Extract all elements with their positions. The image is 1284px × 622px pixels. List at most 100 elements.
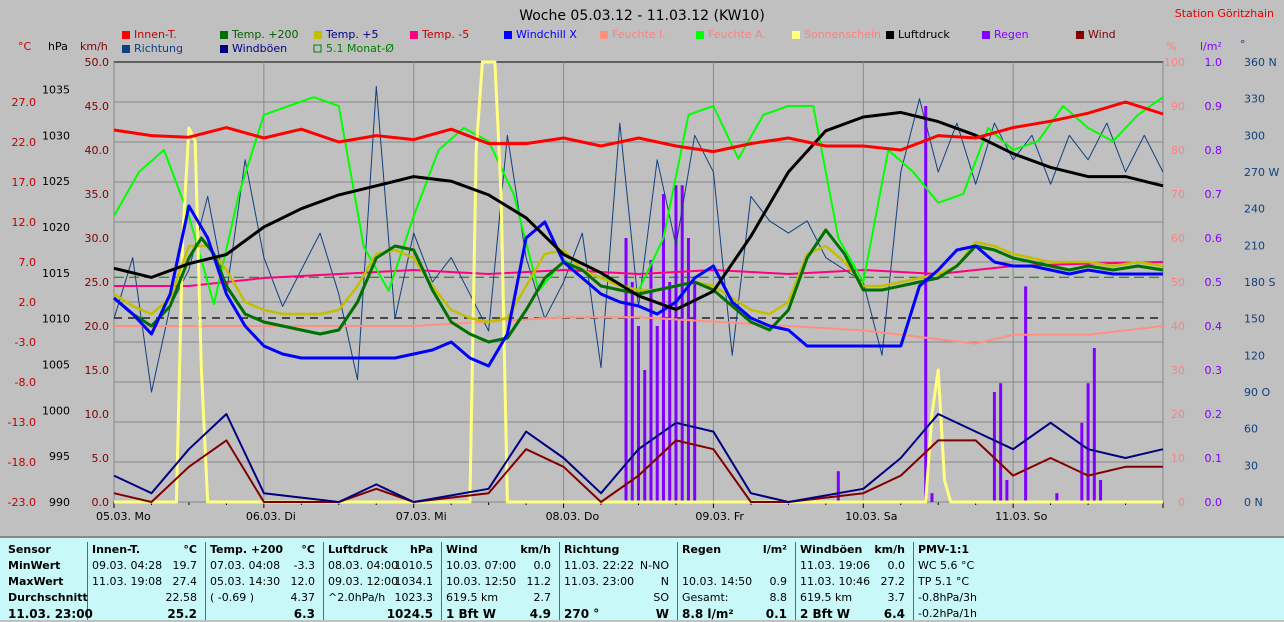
rain-tick-label: 0.3 <box>1205 364 1223 377</box>
rain-tick-label: 0.8 <box>1205 144 1223 157</box>
humidity-tick-label: 80 <box>1171 144 1185 157</box>
humidity-tick-label: 40 <box>1171 320 1185 333</box>
legend-label: Temp. -5 <box>421 28 469 41</box>
regen-column: Regen l/m² 10.03. 14:50 0.9 Gesamt: 8.8 8.8… <box>678 542 796 621</box>
rain-bar <box>674 185 678 502</box>
wind-tick-label: 45.0 <box>85 100 110 113</box>
temperature-tick-label: -8.0 <box>15 376 36 389</box>
legend-swatch <box>220 31 228 39</box>
legend-swatch <box>600 31 608 39</box>
series-line <box>113 439 1163 503</box>
innen-avg-value: 22.58 <box>165 591 198 604</box>
direction-tick-label: 360 N <box>1244 56 1277 69</box>
pressure-tick-label: 1005 <box>42 359 70 372</box>
richtung-min-time: 11.03. 22:22 <box>564 559 635 572</box>
luftdruck-header: Luftdruck <box>328 543 388 556</box>
wind-min-time: 10.03. 07:00 <box>446 559 517 572</box>
legend-label: 5.1 Monat-Ø <box>326 42 394 55</box>
temperature-tick-label: 2.0 <box>19 296 37 309</box>
series-line <box>113 204 1163 368</box>
wind-unit: km/h <box>520 543 551 556</box>
luftdruck-avg-note: ^2.0hPa/h <box>328 591 386 604</box>
humidity-tick-label: 20 <box>1171 408 1185 421</box>
temp200-max-time: 05.03. 14:30 <box>210 575 281 588</box>
pmv-trend-3h: -0.8hPa/3h <box>918 591 977 604</box>
legend-swatch <box>696 31 704 39</box>
legend-swatch <box>122 31 130 39</box>
direction-tick-label: 30 <box>1244 459 1258 472</box>
rain-tick-label: 0.2 <box>1205 408 1223 421</box>
series-line <box>113 110 1164 311</box>
rain-tick-label: 0.4 <box>1205 320 1223 333</box>
rain-bar <box>624 238 628 502</box>
axis-header-rain: l/m² <box>1200 40 1222 53</box>
weather-chart: Woche 05.03.12 - 11.03.12 (KW10) Station… <box>7 7 1280 523</box>
richtung-cur-value: W <box>655 607 669 621</box>
wind-header: Wind <box>446 543 478 556</box>
sensor-row-min: MinWert <box>8 559 61 572</box>
temperature-tick-label: -13.0 <box>8 416 36 429</box>
rain-bar <box>1055 493 1059 502</box>
direction-tick-label: 300 <box>1244 129 1265 142</box>
temperature-tick-label: -23.0 <box>8 496 36 509</box>
luftdruck-min-value: 1010.5 <box>394 559 434 572</box>
wind-tick-label: 20.0 <box>85 320 110 333</box>
temp200-min-value: -3.3 <box>293 559 315 572</box>
x-tick-label: 07.03. Mi <box>396 510 447 523</box>
rain-bar <box>1092 348 1096 502</box>
legend-label: Richtung <box>134 42 183 55</box>
innen-column: Innen-T. °C 09.03. 04:28 19.7 11.03. 19:08… <box>88 542 206 621</box>
direction-tick-label: 240 <box>1244 203 1265 216</box>
humidity-tick-label: 50 <box>1171 276 1185 289</box>
pressure-tick-label: 1000 <box>42 404 70 417</box>
humidity-tick-label: 0 <box>1178 496 1185 509</box>
temperature-tick-label: -18.0 <box>8 456 36 469</box>
innen-unit: °C <box>183 543 197 556</box>
legend-label: Temp. +5 <box>325 28 379 41</box>
regen-cur-note: 8.8 l/m² <box>682 607 734 621</box>
rain-bar <box>1080 422 1084 502</box>
regen-header: Regen <box>682 543 722 556</box>
windboen-min-value: 0.0 <box>887 559 906 572</box>
temperature-tick-label: 17.0 <box>12 176 37 189</box>
pmv-dewpoint: TP 5.1 °C <box>918 575 970 588</box>
temperature-tick-label: 22.0 <box>12 136 37 149</box>
richtung-header: Richtung <box>564 543 620 556</box>
innen-cur-value: 25.2 <box>167 607 197 621</box>
pressure-tick-label: 990 <box>49 496 70 509</box>
regen-max-time: 10.03. 14:50 <box>682 575 753 588</box>
pressure-tick-label: 995 <box>49 450 70 463</box>
windboen-avg-note: 619.5 km <box>800 591 853 604</box>
rain-bar <box>1099 480 1103 502</box>
axis-labels: 05.03. Mo 06.03. Di 07.03. Mi 08.03. Do 09.0… <box>8 56 1280 523</box>
richtung-max-time: 11.03. 23:00 <box>564 575 635 588</box>
rain-bar <box>680 185 684 502</box>
regen-total-value: 8.8 <box>769 591 788 604</box>
sensor-row-avg: Durchschnitt <box>8 591 88 604</box>
series-line <box>114 261 1164 287</box>
axis-header-direction: ° <box>1240 38 1246 51</box>
legend-swatch <box>122 45 130 53</box>
wind-tick-label: 35.0 <box>85 188 110 201</box>
legend-label: Feuchte A. <box>708 28 766 41</box>
axis-header-celsius: °C <box>18 40 32 53</box>
direction-tick-label: 90 O <box>1244 386 1270 399</box>
temp200-avg-note: ( -0.69 ) <box>210 591 255 604</box>
humidity-tick-label: 30 <box>1171 364 1185 377</box>
innen-max-time: 11.03. 19:08 <box>92 575 163 588</box>
pressure-tick-label: 1035 <box>42 84 70 97</box>
pressure-tick-label: 1015 <box>42 267 70 280</box>
rain-bar <box>668 282 672 502</box>
legend-label: Sonnenschein <box>804 28 881 41</box>
x-tick-label: 05.03. Mo <box>96 510 151 523</box>
rain-tick-label: 0.9 <box>1205 100 1223 113</box>
chart-title: Woche 05.03.12 - 11.03.12 (KW10) <box>519 8 765 24</box>
regen-cur-value: 0.1 <box>765 607 787 621</box>
rain-tick-label: 0.5 <box>1205 276 1223 289</box>
pressure-tick-label: 1020 <box>42 221 70 234</box>
windboen-header: Windböen <box>800 543 863 556</box>
rain-bar <box>649 260 653 502</box>
sensor-row-max: MaxWert <box>8 575 64 588</box>
legend-label: Wind <box>1088 28 1116 41</box>
data-series <box>113 60 1164 504</box>
